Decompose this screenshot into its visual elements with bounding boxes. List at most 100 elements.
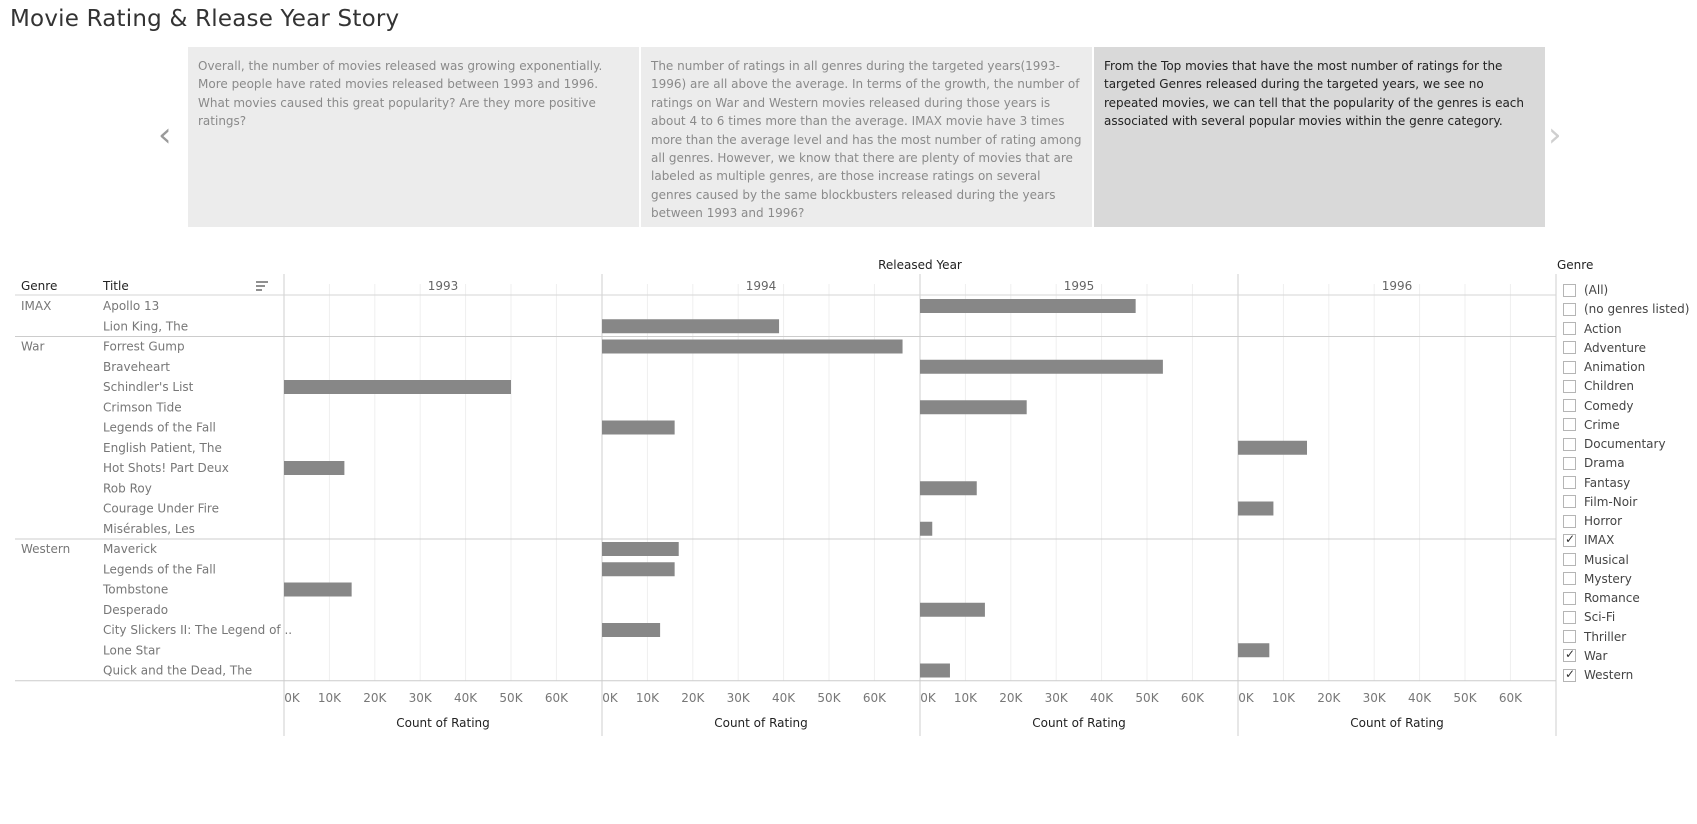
x-tick-label: 0K <box>602 691 619 705</box>
genre-filter-option[interactable]: Western <box>1563 666 1633 684</box>
genre-filter-label: Comedy <box>1584 398 1634 413</box>
bar <box>602 339 903 354</box>
title-label: Quick and the Dead, The <box>103 664 252 678</box>
checkbox-icon[interactable] <box>1563 553 1576 566</box>
genre-filter-label: Fantasy <box>1584 475 1631 490</box>
bar <box>920 663 950 678</box>
genre-filter-option[interactable]: Mystery <box>1563 570 1632 588</box>
genre-filter-option[interactable]: Horror <box>1563 512 1622 530</box>
bar <box>1238 501 1274 516</box>
checkbox-icon[interactable] <box>1563 418 1576 432</box>
checkbox-icon[interactable] <box>1563 341 1576 355</box>
genre-filter-label: Musical <box>1584 552 1629 567</box>
x-tick-label: 60K <box>863 691 887 705</box>
genre-filter-option[interactable]: Drama <box>1563 454 1625 472</box>
genre-filter-label: Film-Noir <box>1584 494 1638 509</box>
genre-filter-label: Thriller <box>1584 629 1627 644</box>
genre-filter-option[interactable]: Sci-Fi <box>1563 608 1615 626</box>
x-tick-label: 50K <box>817 691 841 705</box>
title-label: Hot Shots! Part Deux <box>103 461 229 475</box>
x-tick-label: 40K <box>772 691 796 705</box>
genre-filter-label: Animation <box>1584 360 1646 374</box>
x-tick-label: 20K <box>681 691 705 705</box>
checkbox-checked-icon[interactable] <box>1563 647 1576 663</box>
x-tick-label: 10K <box>954 691 978 705</box>
story-point-text: Overall, the number of movies released w… <box>198 59 603 129</box>
genre-filter-label: Adventure <box>1584 340 1647 355</box>
checkbox-icon[interactable] <box>1563 456 1576 470</box>
genre-filter-option[interactable]: War <box>1563 647 1607 665</box>
checkbox-icon[interactable] <box>1563 302 1576 316</box>
genre-filter-option[interactable]: (no genres listed) <box>1563 300 1689 318</box>
title-label: Apollo 13 <box>103 299 159 313</box>
title-label: Legends of the Fall <box>103 421 216 435</box>
genre-filter-option[interactable]: Children <box>1563 377 1634 395</box>
chevron-left-icon[interactable]: ‹ <box>158 115 172 155</box>
genre-filter-option[interactable]: Documentary <box>1563 435 1666 453</box>
checkbox-icon[interactable] <box>1563 399 1576 412</box>
genre-filter-option[interactable]: Romance <box>1563 589 1640 607</box>
genre-filter-option[interactable]: Musical <box>1563 551 1629 569</box>
x-tick-label: 20K <box>999 691 1023 705</box>
x-axis-label: Count of Rating <box>1032 716 1126 730</box>
bar <box>920 481 977 496</box>
checkbox-icon[interactable] <box>1563 514 1576 528</box>
x-tick-label: 40K <box>1090 691 1114 705</box>
checkbox-icon[interactable] <box>1563 283 1576 297</box>
genre-filter-option[interactable]: IMAX <box>1563 531 1614 549</box>
title-label: English Patient, The <box>103 441 222 455</box>
title-label: Crimson Tide <box>103 400 182 414</box>
x-tick-label: 30K <box>1363 691 1387 705</box>
bar <box>602 542 679 556</box>
story-point-1[interactable]: Overall, the number of movies released w… <box>188 47 639 227</box>
story-point-2[interactable]: The number of ratings in all genres duri… <box>641 47 1092 227</box>
x-tick-label: 60K <box>1181 691 1205 705</box>
story-point-text: From the Top movies that have the most n… <box>1104 59 1525 129</box>
checkbox-icon[interactable] <box>1563 610 1576 624</box>
checkbox-icon[interactable] <box>1563 630 1576 643</box>
story-point-3[interactable]: From the Top movies that have the most n… <box>1094 47 1545 227</box>
bar <box>602 420 675 435</box>
checkbox-icon[interactable] <box>1563 379 1576 393</box>
genre-filter-label: Documentary <box>1584 437 1666 451</box>
genre-filter-option[interactable]: Crime <box>1563 416 1620 434</box>
x-tick-label: 50K <box>1453 691 1477 705</box>
x-axis-label: Count of Rating <box>714 716 808 730</box>
checkbox-icon[interactable] <box>1563 591 1576 605</box>
genre-filter-option[interactable]: Thriller <box>1563 628 1626 646</box>
genre-label: Western <box>21 542 70 556</box>
x-tick-label: 30K <box>727 691 751 705</box>
genre-filter-option[interactable]: (All) <box>1563 281 1608 299</box>
checkbox-icon[interactable] <box>1563 322 1576 335</box>
checkbox-checked-icon[interactable] <box>1563 667 1576 682</box>
checkbox-icon[interactable] <box>1563 437 1576 451</box>
chevron-right-icon[interactable]: › <box>1548 115 1562 155</box>
genre-filter-option[interactable]: Animation <box>1563 358 1645 376</box>
checkbox-icon[interactable] <box>1563 476 1576 489</box>
year-header: 1995 <box>1064 279 1095 293</box>
title-label: Desperado <box>103 603 168 617</box>
row-header-genre: Genre <box>21 279 57 293</box>
checkbox-checked-icon[interactable] <box>1563 532 1576 547</box>
genre-filter-option[interactable]: Adventure <box>1563 339 1646 357</box>
genre-filter-option[interactable]: Action <box>1563 320 1622 338</box>
title-label: Schindler's List <box>103 380 194 394</box>
genre-filter-option[interactable]: Film-Noir <box>1563 493 1637 511</box>
x-tick-label: 30K <box>1045 691 1069 705</box>
sort-icon[interactable] <box>256 281 268 291</box>
title-label: Tombstone <box>102 583 168 597</box>
genre-filter-label: War <box>1584 648 1608 663</box>
genre-filter-label: Drama <box>1584 456 1625 471</box>
checkbox-icon[interactable] <box>1563 495 1576 509</box>
x-axis-label: Count of Rating <box>1350 716 1444 730</box>
x-tick-label: 0K <box>920 691 937 705</box>
title-label: Courage Under Fire <box>103 502 219 516</box>
genre-filter-title: Genre <box>1557 258 1594 272</box>
checkbox-icon[interactable] <box>1563 572 1576 586</box>
checkbox-icon[interactable] <box>1563 360 1576 374</box>
genre-filter-option[interactable]: Fantasy <box>1563 474 1630 492</box>
genre-filter-option[interactable]: Comedy <box>1563 397 1634 415</box>
title-label: Misérables, Les <box>103 522 195 536</box>
x-tick-label: 0K <box>284 691 301 705</box>
genre-filter-label: Action <box>1584 321 1622 336</box>
